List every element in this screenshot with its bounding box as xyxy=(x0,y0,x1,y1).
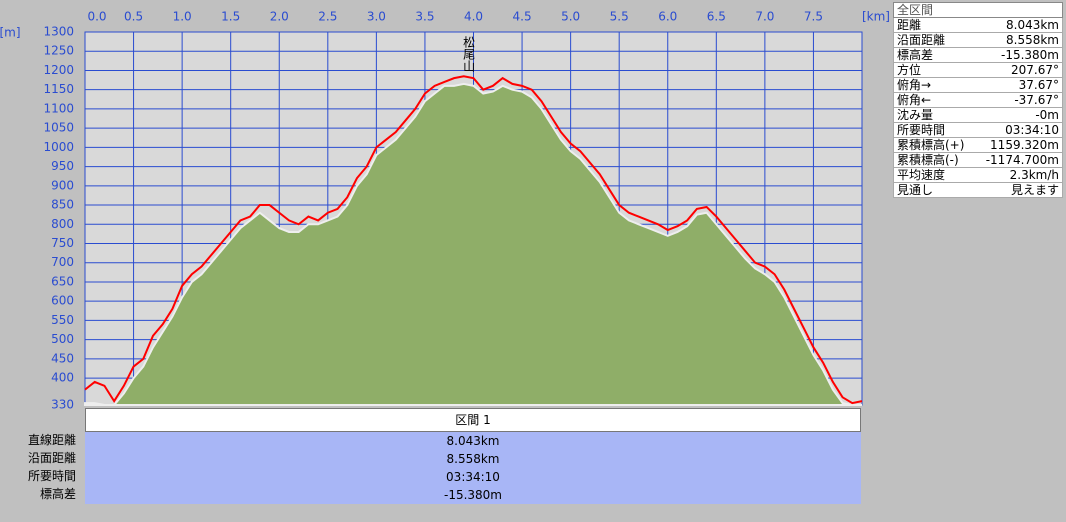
summary-row: 俯角← -37.67° xyxy=(893,93,1063,108)
summary-value: 8.043km xyxy=(1006,18,1059,32)
y-tick-label: 1200 xyxy=(43,63,74,77)
summary-value: 見えます xyxy=(1010,183,1059,197)
y-tick-label: 1150 xyxy=(43,82,74,96)
summary-value: 37.67° xyxy=(1018,78,1059,92)
section-value: 03:34:10 xyxy=(85,468,861,486)
section-label: 標高差 xyxy=(39,487,76,501)
y-tick-label: 330 xyxy=(51,398,74,412)
summary-row: 見通し 見えます xyxy=(893,183,1063,198)
summary-label: 累積標高(-) xyxy=(897,153,959,167)
summary-row: 俯角→ 37.67° xyxy=(893,78,1063,93)
summit-label: 松尾山 xyxy=(462,36,476,72)
x-tick-label: 7.5 xyxy=(804,10,823,24)
x-tick-label: 0.0 xyxy=(87,10,106,24)
summary-row: 累積標高(-) -1174.700m xyxy=(893,153,1063,168)
section-header: 区間 1 xyxy=(85,408,861,432)
y-tick-label: 1050 xyxy=(43,121,74,135)
y-tick-label: 700 xyxy=(51,255,74,269)
summary-label: 距離 xyxy=(897,18,922,32)
y-tick-label: 950 xyxy=(51,159,74,173)
x-tick-label: 4.0 xyxy=(464,10,483,24)
route-line xyxy=(84,75,863,405)
y-tick-label: 800 xyxy=(51,217,74,231)
y-tick-label: 600 xyxy=(51,294,74,308)
y-tick-label: 1100 xyxy=(43,101,74,115)
summary-value: -37.67° xyxy=(1014,93,1059,107)
section-labels: 直線距離沿面距離所要時間標高差 xyxy=(0,431,76,503)
y-tick-label: 1000 xyxy=(43,140,74,154)
section-table: 区間 1 8.043km 8.558km 03:34:10 -15.380m xyxy=(85,408,861,504)
summary-label: 沈み量 xyxy=(897,108,934,122)
summary-row: 沈み量 -0m xyxy=(893,108,1063,123)
summary-value: 207.67° xyxy=(1011,63,1059,77)
section-value: 8.043km xyxy=(85,432,861,450)
y-tick-label: 900 xyxy=(51,178,74,192)
summary-row: 累積標高(+) 1159.320m xyxy=(893,138,1063,153)
summary-label: 沿面距離 xyxy=(897,33,946,47)
section-label: 直線距離 xyxy=(27,433,76,447)
x-tick-label: 0.5 xyxy=(124,10,143,24)
summary-title: 全区間 xyxy=(893,2,1063,18)
x-tick-label: 6.0 xyxy=(658,10,677,24)
x-tick-label: 7.0 xyxy=(755,10,774,24)
x-tick-label: 3.5 xyxy=(415,10,434,24)
x-tick-label: 1.0 xyxy=(173,10,192,24)
summary-row: 所要時間 03:34:10 xyxy=(893,123,1063,138)
summary-label: 平均速度 xyxy=(897,168,946,182)
y-tick-label: 500 xyxy=(51,332,74,346)
summary-row: 距離 8.043km xyxy=(893,18,1063,33)
y-tick-label: 400 xyxy=(51,371,74,385)
x-tick-label: 2.0 xyxy=(270,10,289,24)
summary-row: 標高差 -15.380m xyxy=(893,48,1063,63)
summary-label: 方位 xyxy=(897,63,922,77)
summary-value: -0m xyxy=(1035,108,1059,122)
section-value: 8.558km xyxy=(85,450,861,468)
summary-panel: 全区間 距離 8.043km 沿面距離 8.558km 標高差 -15.380m 方位 207… xyxy=(893,2,1063,198)
summary-label: 俯角← xyxy=(897,93,932,107)
x-tick-label: 5.0 xyxy=(561,10,580,24)
x-axis-label: [km] xyxy=(862,10,890,24)
x-tick-label: 4.5 xyxy=(513,10,532,24)
summary-value: 8.558km xyxy=(1006,33,1059,47)
summary-label: 標高差 xyxy=(897,48,934,62)
summary-value: -1174.700m xyxy=(985,153,1059,167)
y-axis-label: [m] xyxy=(0,26,21,40)
section-value: -15.380m xyxy=(85,486,861,504)
y-tick-label: 450 xyxy=(51,351,74,365)
section-label: 沿面距離 xyxy=(27,451,76,465)
summary-row: 方位 207.67° xyxy=(893,63,1063,78)
x-tick-label: 3.0 xyxy=(367,10,386,24)
terrain-area xyxy=(84,82,862,406)
y-tick-label: 750 xyxy=(51,236,74,250)
x-tick-label: 2.5 xyxy=(318,10,337,24)
y-tick-label: 650 xyxy=(51,274,74,288)
x-tick-label: 1.5 xyxy=(221,10,240,24)
summary-label: 累積標高(+) xyxy=(897,138,965,152)
y-tick-label: 850 xyxy=(51,198,74,212)
x-tick-label: 5.5 xyxy=(610,10,629,24)
summary-row: 沿面距離 8.558km xyxy=(893,33,1063,48)
y-tick-label: 1300 xyxy=(43,25,74,39)
summary-label: 見通し xyxy=(897,183,934,197)
summary-row: 平均速度 2.3km/h xyxy=(893,168,1063,183)
summary-value: 03:34:10 xyxy=(1005,123,1059,137)
summary-value: 1159.320m xyxy=(990,138,1059,152)
summary-label: 所要時間 xyxy=(897,123,946,137)
section-label: 所要時間 xyxy=(27,469,76,483)
y-tick-label: 550 xyxy=(51,313,74,327)
summary-label: 俯角→ xyxy=(897,78,932,92)
y-tick-label: 1250 xyxy=(43,44,74,58)
summary-value: 2.3km/h xyxy=(1009,168,1059,182)
x-tick-label: 6.5 xyxy=(707,10,726,24)
summary-value: -15.380m xyxy=(1000,48,1059,62)
